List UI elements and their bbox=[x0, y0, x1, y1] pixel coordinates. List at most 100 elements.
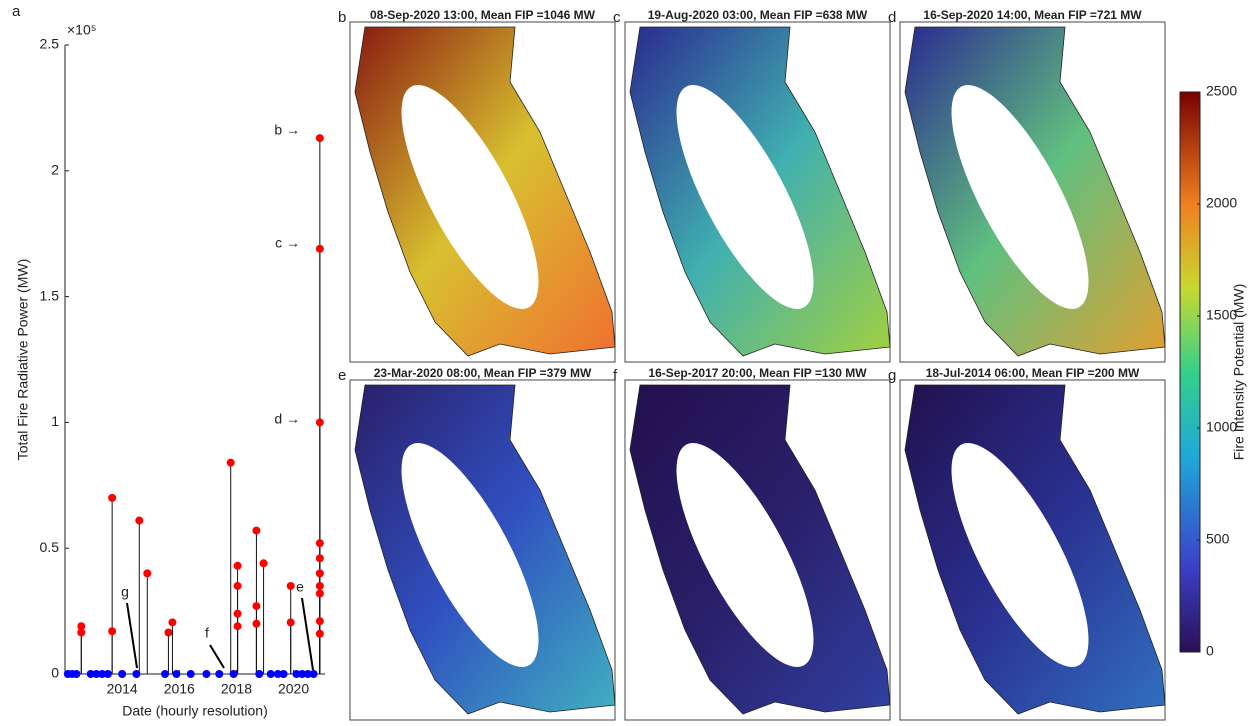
stem-marker bbox=[118, 670, 127, 678]
map-title: 18-Jul-2014 06:00, Mean FIP =200 MW bbox=[926, 366, 1140, 380]
y-multiplier: ×10⁵ bbox=[67, 22, 97, 38]
map-valley bbox=[401, 443, 539, 667]
x-tick-label: 2014 bbox=[107, 681, 138, 697]
map-panel bbox=[624, 21, 891, 363]
y-tick-label: 0 bbox=[51, 665, 59, 681]
annotation: b → bbox=[274, 122, 300, 138]
map-panel bbox=[624, 379, 891, 721]
stem-marker bbox=[143, 569, 152, 578]
annotation-arrow bbox=[209, 644, 225, 669]
stem-marker bbox=[103, 670, 112, 678]
map-panel bbox=[349, 379, 616, 721]
stem-marker bbox=[72, 670, 81, 678]
stem-marker bbox=[132, 670, 141, 678]
map-letter: e bbox=[338, 367, 346, 384]
y-tick-label: 2 bbox=[51, 162, 59, 178]
y-axis-title: Total Fire Radiative Power (MW) bbox=[15, 259, 31, 461]
annotation: g bbox=[121, 584, 129, 600]
stem-marker bbox=[233, 622, 242, 631]
map-letter: d bbox=[888, 9, 896, 26]
map-letter: f bbox=[613, 367, 618, 384]
stem-marker bbox=[108, 627, 117, 636]
annotation-arrow bbox=[126, 602, 138, 669]
stem-marker bbox=[92, 670, 101, 678]
stem-marker bbox=[315, 134, 324, 143]
colorbar-label: Fire Intensity Potential (MW) bbox=[1231, 284, 1247, 461]
colorbar-tick-label: 2000 bbox=[1206, 195, 1237, 211]
y-tick-label: 0.5 bbox=[40, 539, 60, 555]
map-valley bbox=[676, 85, 814, 309]
stem-marker bbox=[315, 539, 324, 548]
stem-marker bbox=[303, 670, 312, 678]
map-letter: g bbox=[888, 367, 896, 384]
map-panel bbox=[899, 379, 1166, 721]
stem-marker bbox=[298, 670, 307, 678]
annotation: f bbox=[205, 625, 209, 641]
stem-marker bbox=[255, 670, 264, 678]
map-letter: c bbox=[613, 9, 621, 26]
stem-marker bbox=[77, 628, 86, 637]
stem-marker bbox=[286, 581, 295, 590]
colorbar-tick-label: 2500 bbox=[1206, 83, 1237, 99]
stem-marker bbox=[226, 458, 235, 467]
map-valley bbox=[951, 443, 1089, 667]
stem-marker bbox=[315, 554, 324, 563]
stem-marker bbox=[186, 670, 195, 678]
map-letter: b bbox=[338, 9, 346, 26]
stem-marker bbox=[108, 493, 117, 502]
map-title: 23-Mar-2020 08:00, Mean FIP =379 MW bbox=[374, 366, 592, 380]
annotation: e bbox=[296, 579, 304, 595]
stem-marker bbox=[252, 619, 261, 628]
stem-marker bbox=[266, 670, 275, 678]
stem-marker bbox=[86, 670, 95, 678]
map-valley bbox=[676, 443, 814, 667]
stem-marker bbox=[172, 670, 181, 678]
map-title: 16-Sep-2020 14:00, Mean FIP =721 MW bbox=[923, 8, 1142, 22]
stem-marker bbox=[233, 609, 242, 618]
y-tick-label: 1.5 bbox=[40, 287, 60, 303]
stem-marker bbox=[229, 670, 238, 678]
stem-marker bbox=[252, 526, 261, 535]
stem-marker bbox=[168, 618, 177, 627]
colorbar-tick-label: 1500 bbox=[1206, 307, 1237, 323]
stem-marker bbox=[315, 589, 324, 598]
x-tick-label: 2016 bbox=[164, 681, 195, 697]
map-title: 19-Aug-2020 03:00, Mean FIP =638 MW bbox=[648, 8, 868, 22]
stem-marker bbox=[164, 628, 173, 637]
panel-letter: a bbox=[12, 3, 21, 20]
stem-marker bbox=[315, 629, 324, 638]
y-tick-label: 2.5 bbox=[40, 36, 60, 52]
stem-marker bbox=[233, 561, 242, 570]
stem-marker bbox=[315, 569, 324, 578]
stem-marker bbox=[77, 622, 86, 631]
stem-marker bbox=[233, 581, 242, 590]
map-valley bbox=[951, 85, 1089, 309]
stem-marker bbox=[315, 418, 324, 427]
map-title: 16-Sep-2017 20:00, Mean FIP =130 MW bbox=[648, 366, 867, 380]
y-tick-label: 1 bbox=[51, 413, 59, 429]
x-tick-label: 2020 bbox=[278, 681, 309, 697]
map-panel bbox=[349, 21, 616, 363]
colorbar bbox=[1179, 91, 1201, 653]
stem-marker bbox=[309, 670, 318, 678]
x-axis-title: Date (hourly resolution) bbox=[122, 703, 268, 719]
stem-marker bbox=[98, 670, 107, 678]
stem-marker bbox=[273, 670, 282, 678]
stem-marker bbox=[292, 670, 301, 678]
annotation: c → bbox=[275, 235, 300, 251]
stem-marker bbox=[215, 670, 224, 678]
stem-marker bbox=[252, 602, 261, 611]
stem-marker bbox=[135, 516, 144, 525]
stem-marker bbox=[259, 559, 268, 568]
map-title: 08-Sep-2020 13:00, Mean FIP =1046 MW bbox=[370, 8, 596, 22]
colorbar-tick-label: 1000 bbox=[1206, 419, 1237, 435]
colorbar-tick-label: 500 bbox=[1206, 531, 1230, 547]
x-tick-label: 2018 bbox=[221, 681, 252, 697]
stem-marker bbox=[315, 617, 324, 626]
annotation: d → bbox=[274, 411, 300, 427]
stem-marker bbox=[286, 618, 295, 627]
annotation-arrow bbox=[301, 597, 314, 671]
stem-marker bbox=[161, 670, 169, 678]
map-valley bbox=[401, 85, 539, 309]
